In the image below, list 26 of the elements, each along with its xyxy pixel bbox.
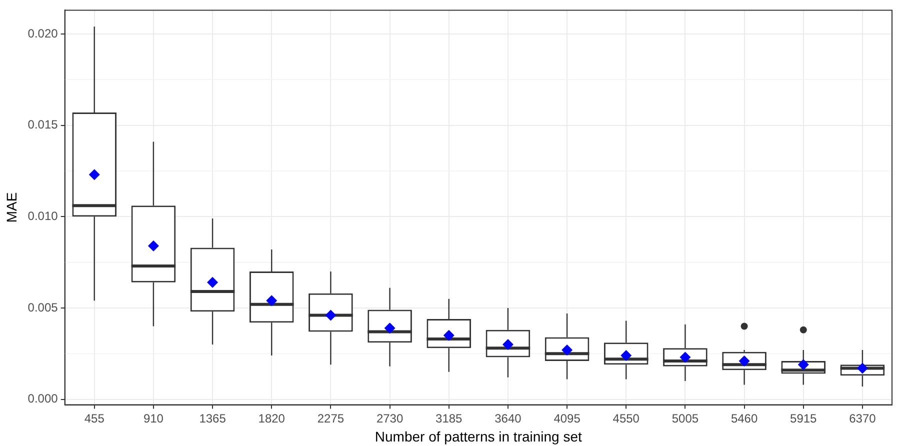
x-tick-label: 5915 xyxy=(790,411,818,426)
y-tick-label: 0.015 xyxy=(28,118,58,132)
y-tick-label: 0.020 xyxy=(28,26,58,40)
point xyxy=(148,240,159,252)
x-tick-label: 910 xyxy=(143,411,164,426)
point xyxy=(856,362,868,374)
x-tick-label: 1820 xyxy=(258,411,286,426)
x-tick-label: 4095 xyxy=(554,411,581,426)
y-tick-label: 0.005 xyxy=(28,300,58,314)
x-tick-label: 2275 xyxy=(317,411,344,426)
x-tick-label: 6370 xyxy=(849,411,876,426)
y-tick-label: 0.000 xyxy=(28,392,58,406)
x-tick-label: 3185 xyxy=(436,411,463,426)
point xyxy=(88,169,100,180)
x-tick-label: 2730 xyxy=(376,411,404,426)
x-axis-title: Number of patterns in training set xyxy=(374,428,582,444)
x-tick-label: 455 xyxy=(84,411,105,426)
x-tick-label: 5005 xyxy=(672,411,699,426)
x-tick-label: 1365 xyxy=(199,411,226,426)
point xyxy=(266,295,278,306)
x-tick-label: 4550 xyxy=(612,411,640,426)
x-tick-label: 3640 xyxy=(494,411,522,426)
y-axis-title: MAE xyxy=(3,192,20,223)
x-tick-label: 5460 xyxy=(730,411,758,426)
y-tick-label: 0.010 xyxy=(28,208,58,223)
point xyxy=(207,276,218,288)
